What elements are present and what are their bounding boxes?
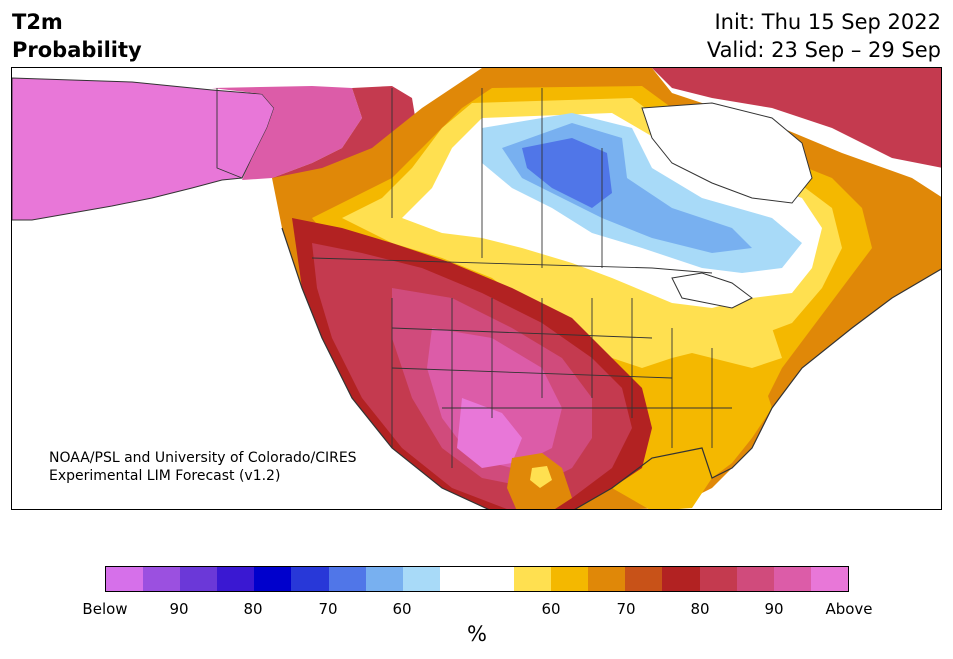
region-ne-canada-crimson (652, 68, 941, 168)
colorbar-swatch-11 (514, 567, 552, 591)
colorbar-swatch-4 (254, 567, 292, 591)
region-alaska (12, 77, 275, 221)
political-borders (216, 88, 732, 468)
colorbar-swatch-13 (588, 567, 626, 591)
forecast-dates: Init: Thu 15 Sep 2022 Valid: 23 Sep – 29… (707, 8, 941, 64)
coastline (281, 227, 941, 509)
colorbar-tick-3: 70 (318, 600, 338, 618)
map-title: T2m Probability (12, 8, 142, 64)
colorbar-swatch-7 (365, 567, 403, 591)
colorbar-swatch-9 (439, 567, 477, 591)
colorbar-swatch-19 (810, 567, 848, 591)
region-bc-crimson (272, 86, 417, 186)
colorbar-swatch-1 (143, 567, 181, 591)
colorbar-swatch-18 (773, 567, 811, 591)
colorbar-tick-5: 60 (541, 600, 561, 618)
probability-map (11, 67, 942, 510)
title-line-1: T2m (12, 10, 63, 34)
band-blue (522, 138, 612, 208)
band-violet-pink-texas (457, 398, 522, 468)
colorbar-unit: % (467, 622, 487, 646)
colorbar-swatch-15 (662, 567, 700, 591)
colorbar-swatch-3 (217, 567, 255, 591)
region-hudson-bay (641, 102, 813, 204)
map-credit: NOAA/PSL and University of Colorado/CIRE… (49, 449, 357, 485)
region-mexico-yellow (530, 466, 552, 488)
map-canvas (12, 68, 941, 509)
colorbar-tick-7: 80 (690, 600, 710, 618)
colorbar-tick-8: 90 (764, 600, 784, 618)
colorbar-swatch-14 (625, 567, 663, 591)
colorbar-tick-9: Above (825, 600, 873, 618)
region-great-lakes (671, 272, 753, 309)
colorbar-swatch-2 (180, 567, 218, 591)
band-northeast-yellow (632, 298, 782, 368)
colorbar-swatch-6 (328, 567, 366, 591)
credit-line-1: NOAA/PSL and University of Colorado/CIRE… (49, 450, 357, 466)
colorbar-swatch-8 (402, 567, 440, 591)
colorbar (105, 566, 849, 592)
valid-date: Valid: 23 Sep – 29 Sep (706, 38, 941, 62)
colorbar-tick-1: 90 (169, 600, 189, 618)
colorbar-swatch-12 (551, 567, 589, 591)
colorbar-tick-4: 60 (392, 600, 412, 618)
credit-line-2: Experimental LIM Forecast (v1.2) (49, 468, 281, 484)
colorbar-swatch-16 (699, 567, 737, 591)
region-yukon (212, 86, 362, 180)
init-date: Init: Thu 15 Sep 2022 (714, 10, 941, 34)
colorbar-tick-2: 80 (243, 600, 263, 618)
colorbar-swatch-0 (106, 567, 144, 591)
colorbar-tick-6: 70 (616, 600, 636, 618)
colorbar-swatch-5 (291, 567, 329, 591)
colorbar-swatch-17 (736, 567, 774, 591)
colorbar-tick-0: Below (82, 600, 128, 618)
colorbar-swatch-10 (476, 567, 515, 591)
title-line-2: Probability (12, 38, 142, 62)
